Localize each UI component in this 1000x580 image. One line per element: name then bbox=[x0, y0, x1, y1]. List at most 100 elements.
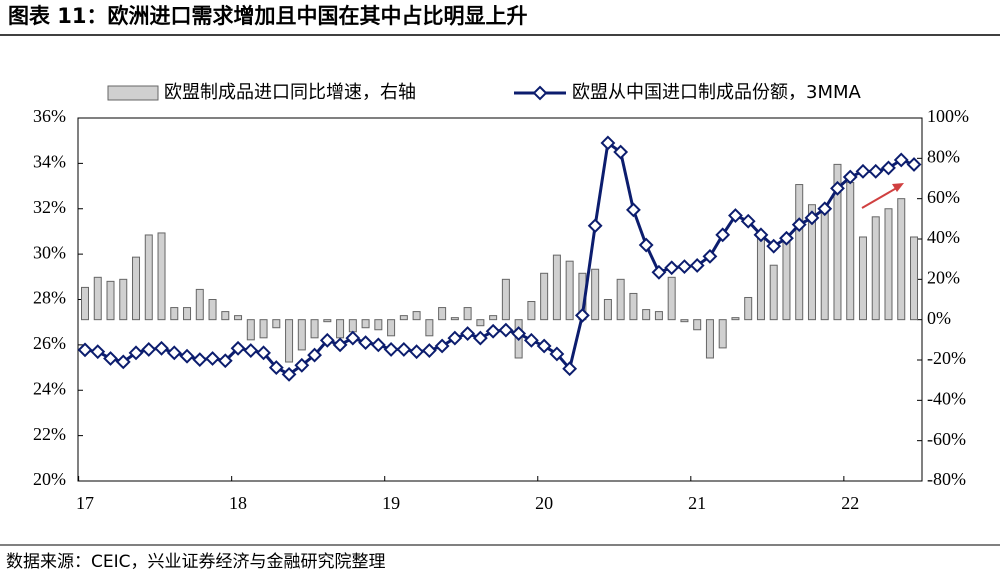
marker bbox=[319, 332, 335, 348]
y2-tick-label: 80% bbox=[927, 146, 960, 166]
marker bbox=[268, 360, 284, 375]
bar bbox=[756, 236, 765, 321]
bar bbox=[463, 307, 472, 321]
y2-tick-label: -60% bbox=[927, 429, 966, 449]
bar bbox=[489, 315, 498, 321]
bar bbox=[387, 319, 396, 337]
y2-tick-label: 40% bbox=[927, 227, 960, 247]
marker bbox=[689, 258, 705, 273]
marker bbox=[511, 326, 527, 341]
bar bbox=[833, 163, 842, 321]
bar bbox=[348, 319, 357, 333]
bar bbox=[858, 236, 867, 321]
legend-label: 欧盟制成品进口同比增速，右轴 bbox=[164, 82, 416, 103]
y2-tick-label: -80% bbox=[927, 469, 966, 489]
bar bbox=[259, 319, 268, 339]
bar bbox=[769, 264, 778, 321]
marker bbox=[779, 230, 794, 246]
marker bbox=[893, 152, 909, 168]
marker bbox=[677, 259, 692, 275]
y-tick-label: 30% bbox=[33, 242, 66, 262]
marker bbox=[485, 323, 501, 339]
marker bbox=[179, 348, 195, 364]
legend-marker bbox=[532, 85, 548, 101]
bar bbox=[297, 319, 306, 351]
bar bbox=[450, 317, 459, 321]
bar bbox=[501, 278, 510, 321]
marker bbox=[294, 357, 310, 373]
marker bbox=[421, 343, 437, 358]
y2-tick-label: 20% bbox=[927, 267, 960, 287]
bar bbox=[93, 276, 102, 321]
marker bbox=[217, 353, 233, 369]
y2-tick-label: -40% bbox=[927, 388, 966, 408]
bar bbox=[871, 216, 880, 321]
bar bbox=[744, 296, 753, 321]
bar bbox=[591, 268, 600, 321]
bar bbox=[910, 236, 918, 321]
bar bbox=[718, 319, 727, 349]
y2-tick-label: -20% bbox=[927, 348, 966, 368]
marker bbox=[230, 340, 246, 356]
bar bbox=[642, 309, 651, 321]
bar bbox=[310, 319, 319, 339]
marker bbox=[345, 330, 361, 346]
annotation-arrowhead bbox=[892, 183, 904, 192]
marker bbox=[906, 157, 922, 172]
marker bbox=[600, 135, 616, 151]
x-tick-label: 21 bbox=[688, 493, 706, 513]
marker bbox=[383, 341, 399, 357]
marker bbox=[358, 335, 373, 351]
marker bbox=[549, 346, 565, 362]
marker bbox=[574, 307, 590, 323]
marker bbox=[638, 237, 654, 253]
marker bbox=[332, 337, 348, 353]
chart-title: 图表 11：欧洲进口需求增加且中国在其中占比明显上升 bbox=[8, 4, 528, 28]
marker bbox=[396, 341, 412, 357]
marker bbox=[256, 345, 271, 361]
bar bbox=[603, 299, 612, 321]
bar bbox=[846, 182, 855, 321]
y-tick-label: 26% bbox=[33, 333, 66, 353]
marker bbox=[868, 163, 884, 179]
marker bbox=[141, 341, 157, 357]
marker bbox=[281, 366, 297, 382]
marker bbox=[651, 264, 667, 280]
bar bbox=[667, 276, 676, 321]
bar bbox=[693, 319, 702, 331]
legend-swatch-bar bbox=[107, 85, 159, 101]
bar bbox=[629, 292, 638, 321]
marker bbox=[523, 332, 539, 348]
marker bbox=[434, 338, 450, 354]
marker bbox=[103, 351, 118, 366]
legend-label: 欧盟从中国进口制成品份额，3MMA bbox=[572, 82, 862, 103]
bar bbox=[654, 311, 663, 321]
marker bbox=[728, 208, 743, 223]
bar bbox=[195, 288, 204, 321]
y-tick-label: 34% bbox=[33, 152, 66, 172]
bar bbox=[132, 256, 141, 321]
marker bbox=[664, 260, 680, 276]
bar bbox=[246, 319, 255, 341]
bar bbox=[285, 319, 294, 363]
marker bbox=[766, 238, 782, 254]
bar bbox=[361, 319, 370, 329]
marker bbox=[498, 322, 514, 338]
bar bbox=[81, 286, 89, 321]
marker bbox=[753, 227, 769, 243]
bar bbox=[399, 315, 408, 321]
y2-tick-label: 0% bbox=[927, 308, 951, 328]
bar bbox=[616, 278, 625, 321]
marker bbox=[166, 345, 182, 361]
bar bbox=[234, 315, 243, 321]
y2-tick-label: 60% bbox=[927, 187, 960, 207]
bar bbox=[884, 208, 893, 321]
bar bbox=[705, 319, 714, 359]
bar bbox=[208, 299, 217, 321]
marker bbox=[472, 330, 488, 346]
marker bbox=[192, 352, 208, 368]
y-tick-label: 24% bbox=[33, 378, 66, 398]
bar bbox=[820, 210, 829, 321]
bar bbox=[323, 319, 332, 323]
bar bbox=[336, 319, 345, 339]
